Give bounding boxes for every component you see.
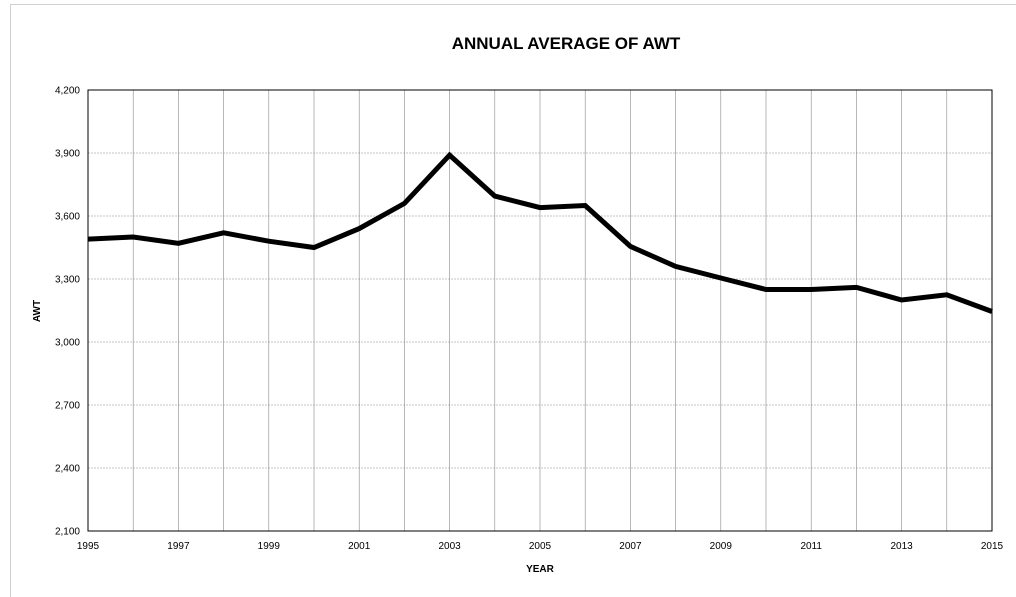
x-tick-label: 2015: [981, 541, 1004, 552]
x-tick-label: 2009: [710, 541, 733, 552]
x-tick-label: 1995: [77, 541, 100, 552]
x-tick-label: 2007: [619, 541, 642, 552]
y-tick-label: 2,400: [55, 464, 80, 475]
x-tick-label: 2005: [529, 541, 552, 552]
y-tick-labels: 2,100 2,400 2,700 3,000 3,300 3,600 3,900 4,200: [55, 86, 80, 538]
grid-lines: [88, 90, 992, 531]
y-tick-label: 3,600: [55, 212, 80, 223]
x-tick-label: 1999: [258, 541, 281, 552]
x-tick-label: 2003: [438, 541, 461, 552]
y-axis-label: AWT: [32, 300, 43, 322]
x-tick-label: 2001: [348, 541, 371, 552]
chart-title: ANNUAL AVERAGE OF AWT: [452, 34, 681, 53]
y-tick-label: 3,900: [55, 149, 80, 160]
x-tick-label: 2011: [800, 541, 822, 552]
x-axis-label: YEAR: [526, 564, 555, 575]
y-tick-label: 2,700: [55, 401, 80, 412]
y-tick-label: 3,300: [55, 275, 80, 286]
y-tick-label: 3,000: [55, 338, 80, 349]
x-tick-labels: 1995 1997 1999 2001 2003 2005 2007 2009 2011 2013…: [77, 541, 1004, 552]
y-tick-label: 2,100: [55, 527, 80, 538]
y-tick-label: 4,200: [55, 86, 80, 97]
x-tick-label: 1997: [167, 541, 190, 552]
x-tick-label: 2013: [890, 541, 913, 552]
